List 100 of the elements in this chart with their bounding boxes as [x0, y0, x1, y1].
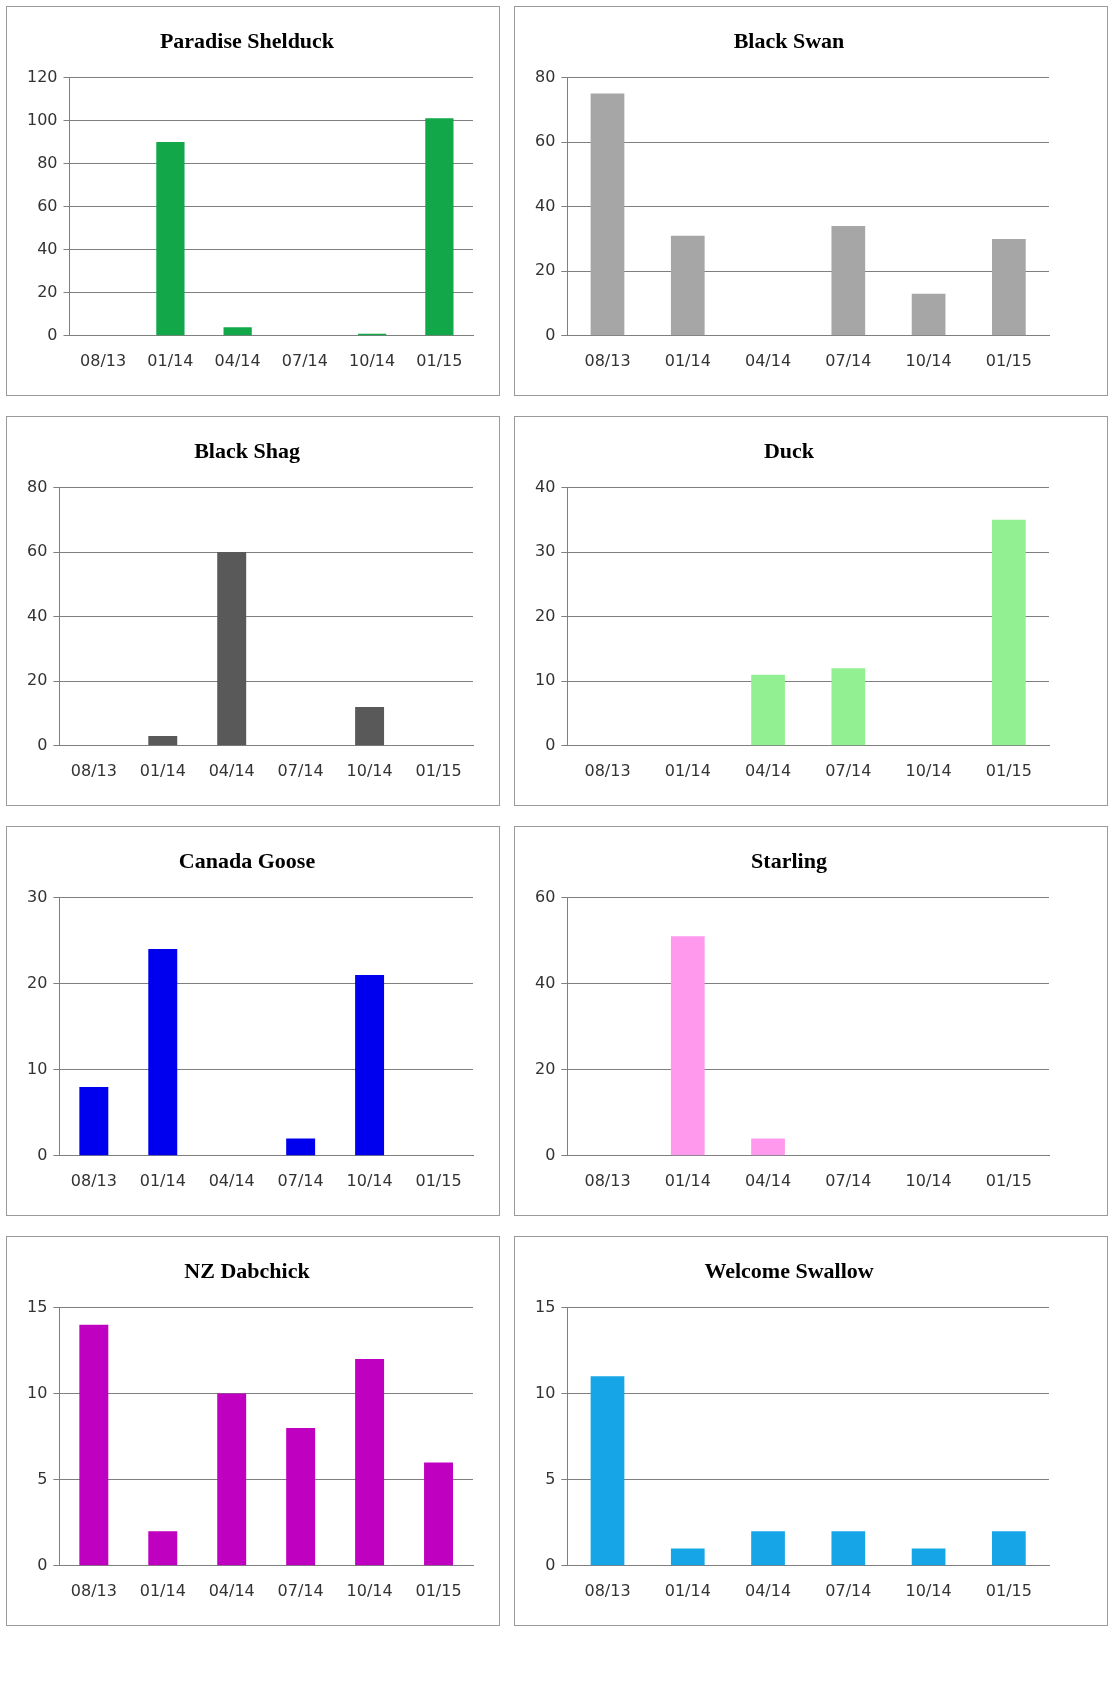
y-tick-label: 60: [37, 195, 58, 215]
x-tick-label: 01/14: [664, 760, 711, 780]
chart-title: NZ Dabchick: [184, 1257, 311, 1283]
x-tick-label: 01/14: [664, 1580, 711, 1600]
y-tick-label: 30: [27, 886, 48, 906]
bar: [911, 1548, 946, 1566]
y-tick-label: 60: [27, 541, 48, 561]
bar: [831, 225, 866, 336]
x-tick-label: 10/14: [346, 760, 393, 780]
y-tick-label: 0: [545, 734, 556, 754]
x-tick-label: 01/15: [985, 1170, 1032, 1190]
y-tick-label: 30: [535, 541, 556, 561]
bar: [148, 1531, 178, 1566]
bar: [751, 674, 785, 746]
y-tick-label: 10: [27, 1382, 48, 1402]
y-tick-label: 20: [37, 281, 58, 301]
y-tick-label: 15: [27, 1296, 48, 1316]
y-tick-label: 10: [535, 670, 556, 690]
bar: [286, 1138, 316, 1156]
y-tick-label: 120: [26, 66, 58, 86]
y-tick-label: 20: [535, 1058, 556, 1078]
y-tick-label: 100: [26, 109, 58, 129]
x-tick-label: 04/14: [744, 1580, 792, 1600]
x-tick-label: 04/14: [208, 760, 255, 780]
y-tick-label: 20: [27, 972, 48, 992]
x-tick-label: 01/15: [985, 1580, 1032, 1600]
x-tick-label: 07/14: [281, 350, 328, 370]
y-tick-label: 80: [27, 476, 48, 496]
x-tick-label: 04/14: [208, 1170, 255, 1190]
x-tick-label: 01/14: [139, 1580, 186, 1600]
y-tick-label: 10: [535, 1382, 556, 1402]
chart-title: Duck: [763, 437, 815, 463]
bar: [355, 707, 385, 746]
bar: [590, 93, 625, 336]
bar: [217, 1393, 247, 1566]
x-tick-label: 08/13: [584, 350, 631, 370]
y-tick-label: 20: [535, 260, 556, 280]
bar: [992, 519, 1026, 746]
bar: [156, 142, 185, 336]
y-tick-label: 40: [535, 972, 556, 992]
x-tick-label: 01/15: [415, 760, 462, 780]
x-tick-label: 07/14: [825, 350, 872, 370]
y-tick-label: 5: [545, 1468, 556, 1488]
x-tick-label: 04/14: [744, 760, 792, 780]
x-tick-label: 04/14: [744, 1170, 792, 1190]
bar: [355, 1359, 385, 1566]
chart-title: Starling: [751, 847, 827, 873]
bar: [670, 1548, 705, 1566]
y-tick-label: 5: [37, 1468, 48, 1488]
x-tick-label: 01/15: [415, 1580, 462, 1600]
chart-title: Canada Goose: [178, 847, 316, 873]
bar: [670, 235, 705, 336]
bar: [911, 293, 946, 336]
bar: [831, 668, 866, 746]
x-tick-label: 10/14: [905, 350, 952, 370]
x-tick-label: 10/14: [346, 1170, 393, 1190]
bar: [355, 974, 385, 1156]
bar: [424, 1462, 454, 1566]
bar: [425, 118, 454, 336]
chart-title: Paradise Shelduck: [159, 27, 335, 53]
x-tick-label: 04/14: [208, 1580, 255, 1600]
bar: [148, 736, 178, 746]
x-tick-label: 01/14: [664, 350, 711, 370]
x-tick-label: 10/14: [905, 760, 952, 780]
bar: [79, 1086, 109, 1156]
x-tick-label: 10/14: [905, 1580, 952, 1600]
y-tick-label: 0: [37, 1144, 48, 1164]
bar: [286, 1427, 316, 1566]
y-tick-label: 40: [535, 195, 556, 215]
x-tick-label: 10/14: [346, 1580, 393, 1600]
y-tick-label: 40: [37, 238, 58, 258]
x-tick-label: 01/15: [985, 350, 1032, 370]
y-tick-label: 20: [27, 670, 48, 690]
x-tick-label: 07/14: [277, 1580, 324, 1600]
x-tick-label: 07/14: [825, 1580, 872, 1600]
y-tick-label: 0: [37, 1554, 48, 1574]
x-tick-label: 07/14: [825, 1170, 872, 1190]
y-tick-label: 80: [37, 152, 58, 172]
y-tick-label: 10: [27, 1058, 48, 1078]
chart-title: Black Shag: [194, 437, 300, 463]
x-tick-label: 07/14: [277, 760, 324, 780]
y-tick-label: 0: [545, 1554, 556, 1574]
chart-title: Black Swan: [733, 27, 845, 53]
y-tick-label: 40: [27, 605, 48, 625]
y-tick-label: 60: [535, 886, 556, 906]
x-tick-label: 01/15: [415, 1170, 462, 1190]
x-tick-label: 08/13: [584, 1580, 631, 1600]
y-tick-label: 80: [535, 66, 556, 86]
x-tick-label: 07/14: [825, 760, 872, 780]
x-tick-label: 01/14: [139, 760, 186, 780]
bar: [992, 238, 1026, 336]
bar: [751, 1531, 785, 1566]
x-tick-label: 04/14: [214, 350, 261, 370]
bar: [590, 1376, 625, 1566]
y-tick-label: 0: [37, 734, 48, 754]
x-tick-label: 08/13: [584, 1170, 631, 1190]
y-tick-label: 15: [535, 1296, 556, 1316]
x-tick-label: 10/14: [905, 1170, 952, 1190]
x-tick-label: 01/15: [985, 760, 1032, 780]
y-tick-label: 0: [545, 1144, 556, 1164]
